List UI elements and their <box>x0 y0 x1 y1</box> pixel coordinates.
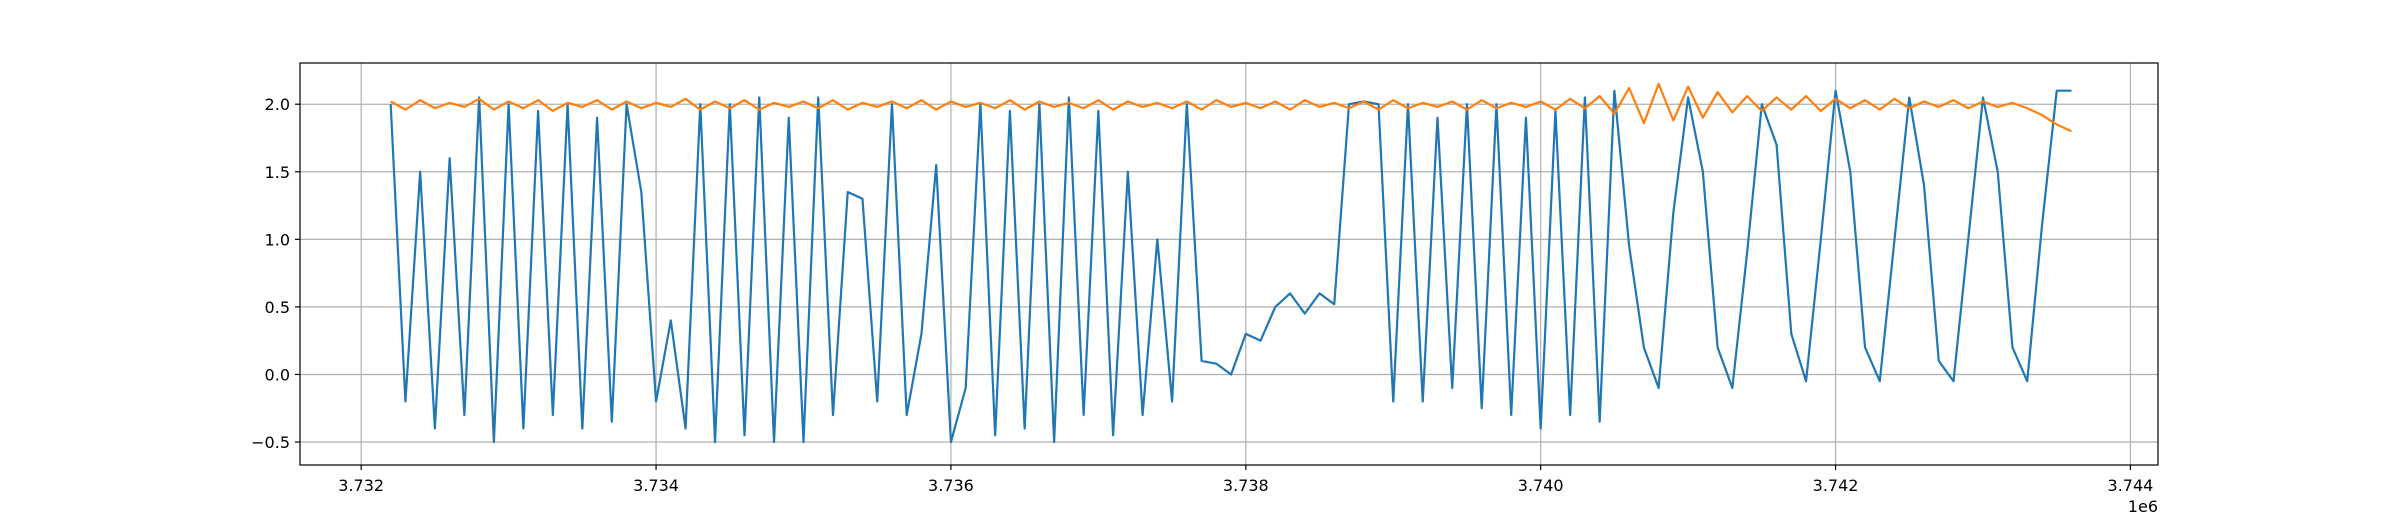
line-series <box>389 89 2072 444</box>
plot-area <box>389 82 2072 444</box>
y-tick-label: 2.0 <box>265 95 290 114</box>
x-tick-label: 3.744 <box>2108 476 2154 495</box>
line-series <box>390 82 2072 133</box>
x-tick-label: 3.734 <box>633 476 679 495</box>
x-offset-label: 1e6 <box>2128 497 2158 516</box>
y-tick-label: 1.0 <box>265 230 290 249</box>
x-tick-label: 3.738 <box>1223 476 1269 495</box>
x-tick-label: 3.736 <box>928 476 974 495</box>
x-tick-label: 3.742 <box>1813 476 1859 495</box>
x-tick-label: 3.732 <box>338 476 384 495</box>
x-tick-label: 3.740 <box>1518 476 1564 495</box>
y-tick-label: −0.5 <box>251 433 290 452</box>
y-tick-label: 1.5 <box>265 163 290 182</box>
axes-frame <box>299 62 2159 466</box>
y-tick-label: 0.0 <box>265 365 290 384</box>
y-tick-label: 0.5 <box>265 298 290 317</box>
